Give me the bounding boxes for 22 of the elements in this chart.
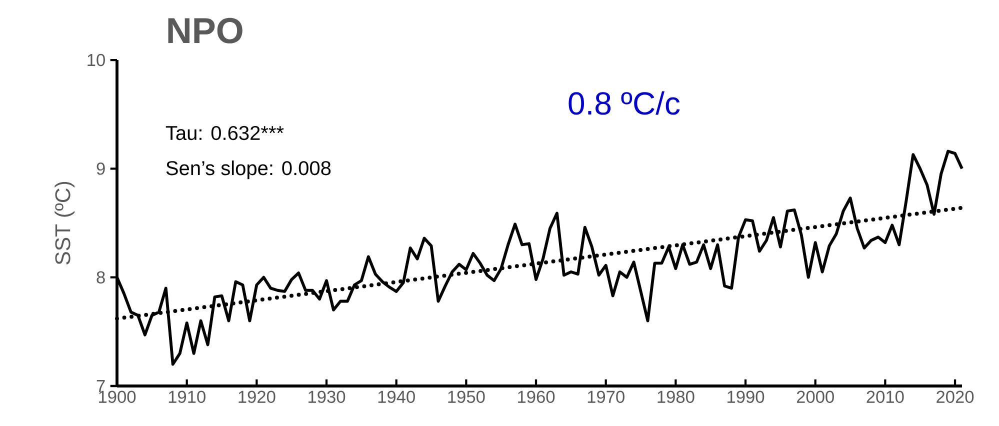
y-tick-label: 10: [88, 54, 105, 66]
x-tick-label: 1970: [588, 390, 624, 403]
x-tick-label: 1960: [518, 390, 555, 403]
y-tick-label: 8: [96, 271, 105, 284]
x-tick-label: 2010: [866, 390, 904, 403]
x-tick-label: 1930: [308, 390, 346, 403]
annotation: 0.8 ºC/c: [568, 91, 680, 115]
x-tick-label: 1940: [378, 390, 415, 403]
x-tick-label: 1910: [168, 390, 206, 403]
x-tick-label: 1990: [728, 390, 764, 403]
x-tick-label: 2000: [796, 390, 834, 403]
x-tick-label: 1920: [238, 390, 276, 403]
annotation: Sen’s slope: 0.008: [166, 160, 331, 180]
y-tick-label: 7: [96, 380, 105, 392]
y-tick-label: 9: [96, 162, 105, 175]
y-axis-title: SST (ºC): [54, 182, 75, 264]
x-tick-label: 1900: [99, 390, 136, 403]
x-tick-label: 2020: [936, 390, 974, 403]
x-tick-label: 1950: [448, 390, 485, 403]
annotation: Tau: 0.632***: [166, 126, 284, 140]
chart-title: NPO: [168, 18, 242, 44]
x-tick-label: 1980: [658, 390, 694, 403]
